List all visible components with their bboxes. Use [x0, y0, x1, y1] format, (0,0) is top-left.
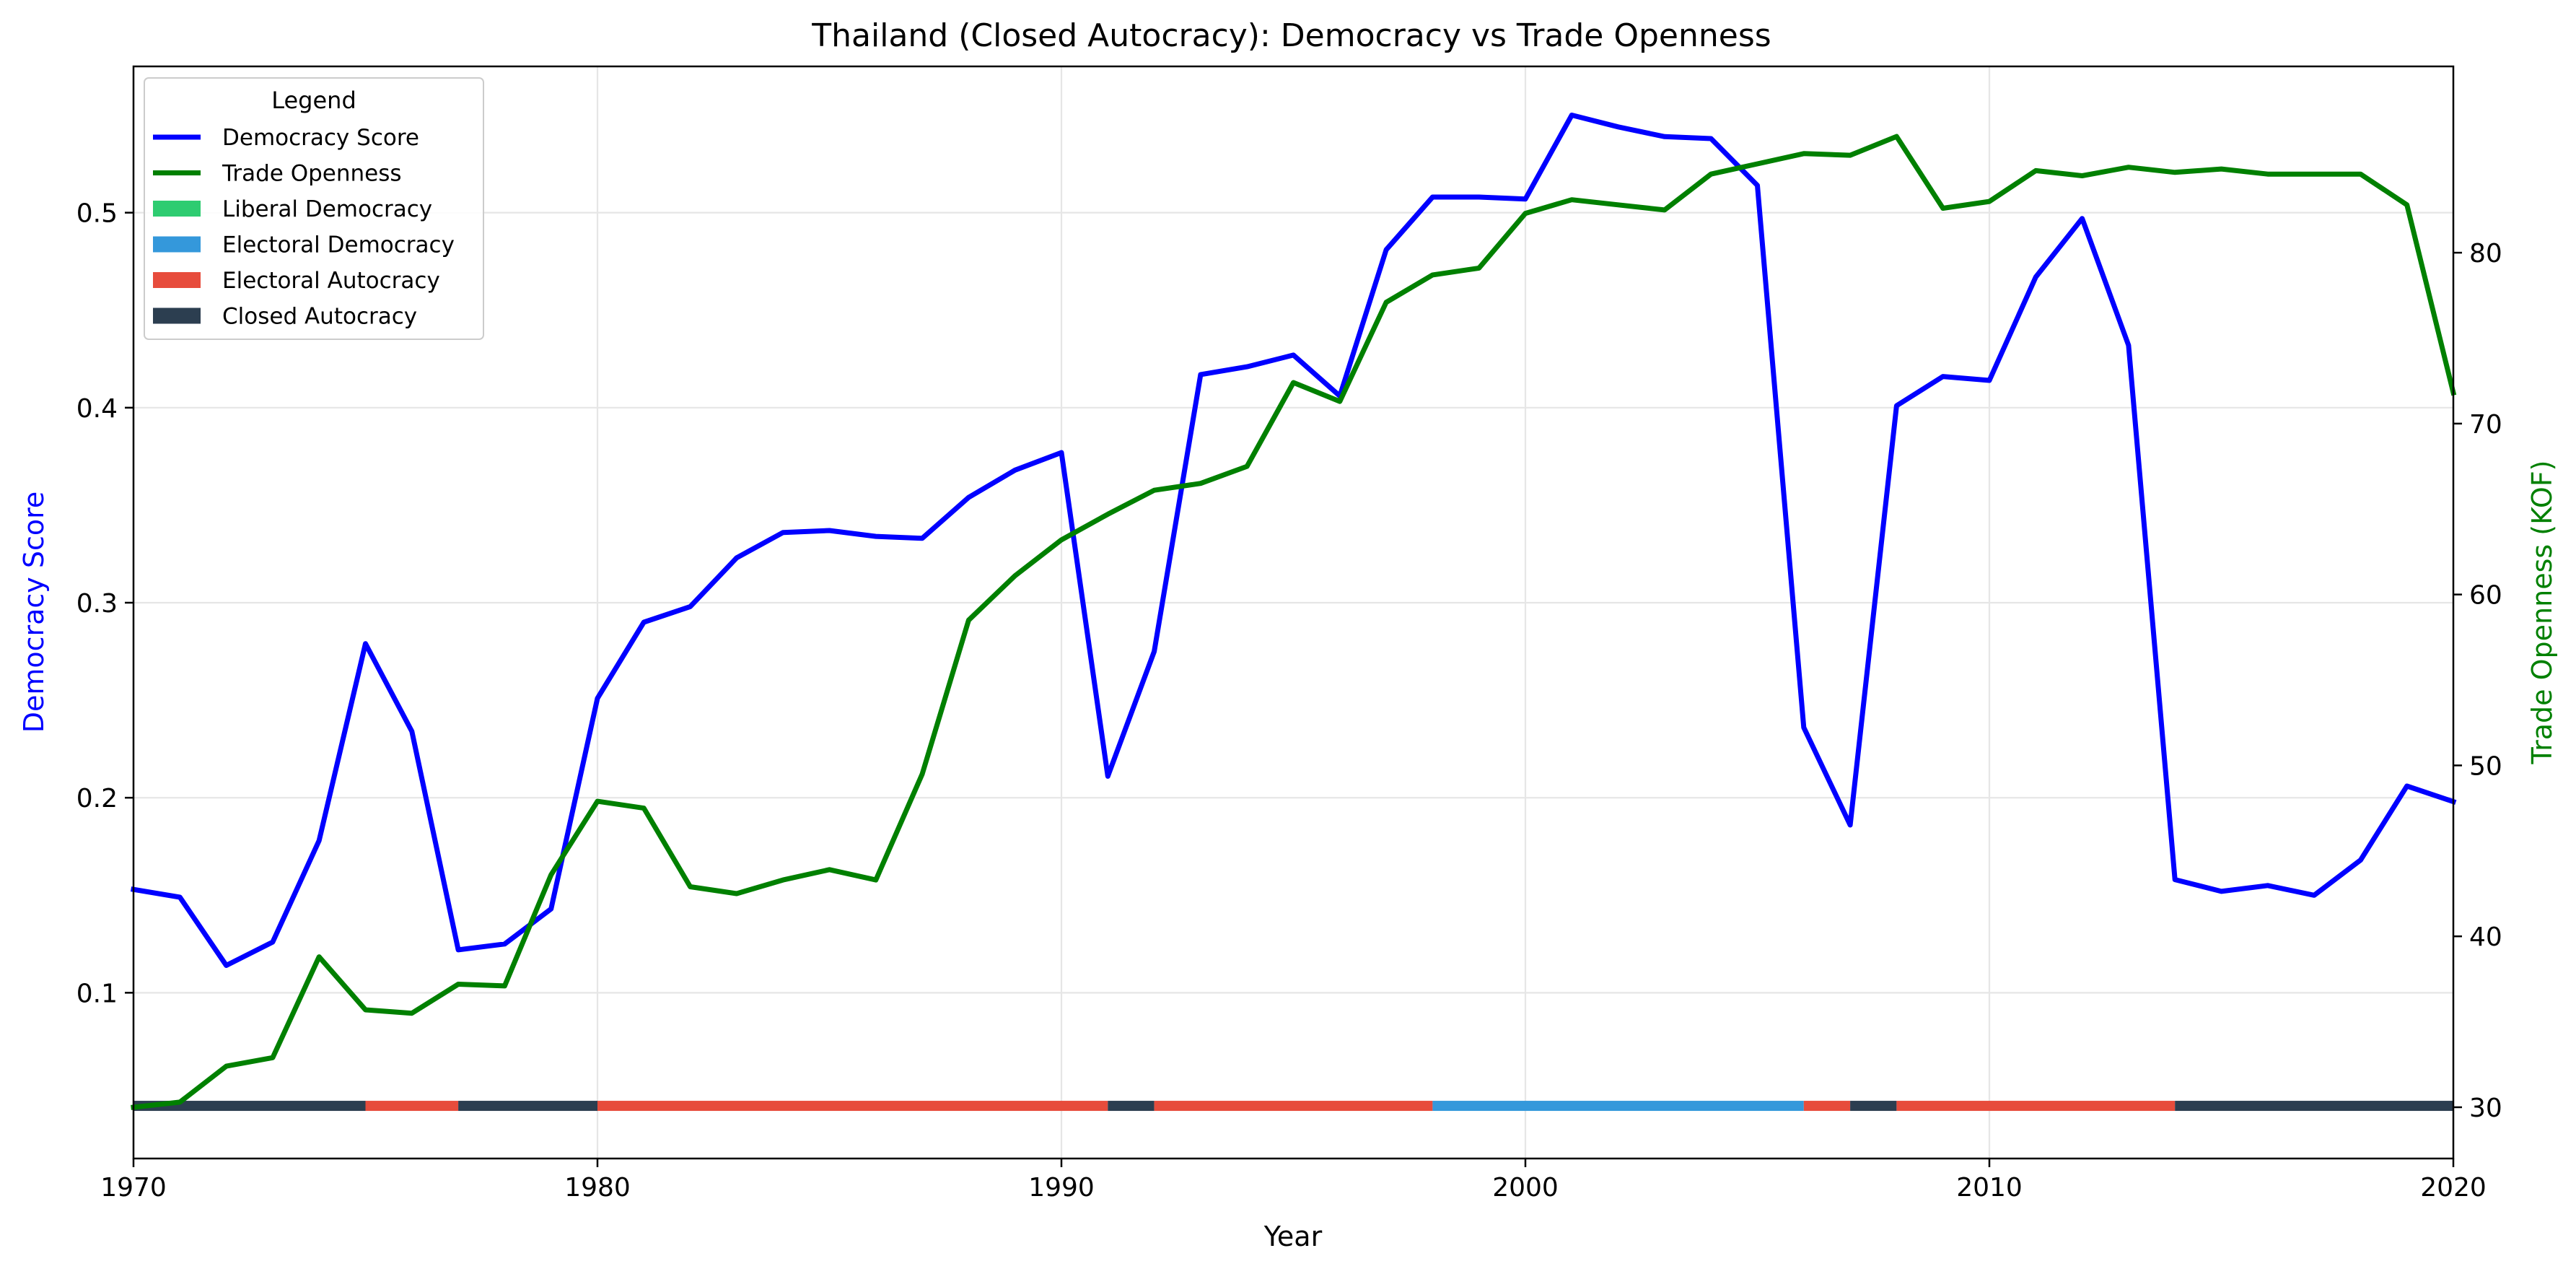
x-tick-label: 1980 — [564, 1173, 631, 1203]
regime-segment — [2175, 1101, 2453, 1112]
regime-segment — [1803, 1101, 1851, 1112]
regime-segment — [133, 1101, 366, 1112]
regime-segment — [1154, 1101, 1433, 1112]
trade-openness-line — [131, 134, 2457, 1110]
y-axis-left-label: Democracy Score — [18, 492, 50, 733]
legend-entry-label: Trade Openness — [222, 161, 402, 187]
legend-entry-label: Democracy Score — [222, 125, 419, 151]
chart-title: Thailand (Closed Autocracy): Democracy v… — [811, 17, 1771, 54]
legend-entry-label: Electoral Democracy — [222, 232, 455, 258]
legend-entry-label: Electoral Autocracy — [222, 268, 440, 294]
x-tick-label: 2010 — [1956, 1173, 2023, 1203]
democracy-score-line — [130, 113, 2457, 968]
regime-segment — [365, 1101, 459, 1112]
x-tick-label: 2000 — [1492, 1173, 1559, 1203]
y-axis-right-label: Trade Openness (KOF) — [2526, 460, 2558, 764]
plot-frame — [132, 65, 2455, 1160]
y-left-tick-label: 0.1 — [76, 979, 118, 1008]
legend-patch-swatch — [153, 272, 201, 288]
y-right-tick-label: 40 — [2469, 922, 2502, 952]
y-left-tick-label: 0.4 — [76, 394, 118, 424]
legend-entry-label: Liberal Democracy — [222, 196, 432, 222]
y-right-tick-label: 50 — [2469, 751, 2502, 781]
y-right-tick-label: 30 — [2469, 1094, 2502, 1123]
x-tick-label: 1990 — [1028, 1173, 1095, 1203]
plot-area: 1970 1980 1990 2000 2010 2020 0.1 0.2 0.3 0.4 0.5 3… — [76, 65, 2502, 1203]
y-right-tick-label: 80 — [2469, 239, 2502, 269]
regime-segment — [1108, 1101, 1155, 1112]
y-left-tick-label: 0.5 — [76, 199, 118, 229]
y-left-tick-label: 0.2 — [76, 784, 118, 813]
legend-entry-label: Closed Autocracy — [222, 304, 417, 330]
legend: Legend Democracy Score Trade Openness Liber… — [144, 77, 484, 340]
legend-patch-swatch — [153, 307, 201, 324]
regime-segment — [1896, 1101, 2176, 1112]
x-tick-label: 1970 — [100, 1173, 167, 1203]
x-tick-label: 2020 — [2420, 1173, 2487, 1203]
y-right-tick-label: 60 — [2469, 581, 2502, 611]
y-right-tick-label: 70 — [2469, 410, 2502, 440]
regime-segment — [1850, 1101, 1897, 1112]
y-left-tick-label: 0.3 — [76, 589, 118, 619]
legend-patch-swatch — [153, 236, 201, 253]
x-axis-label: Year — [1263, 1221, 1323, 1252]
legend-title: Legend — [271, 87, 356, 114]
legend-patch-swatch — [153, 201, 201, 217]
regime-segment — [1432, 1101, 1804, 1112]
legend-box — [144, 77, 484, 340]
regime-segment — [597, 1101, 1108, 1112]
regime-segment — [458, 1101, 597, 1112]
